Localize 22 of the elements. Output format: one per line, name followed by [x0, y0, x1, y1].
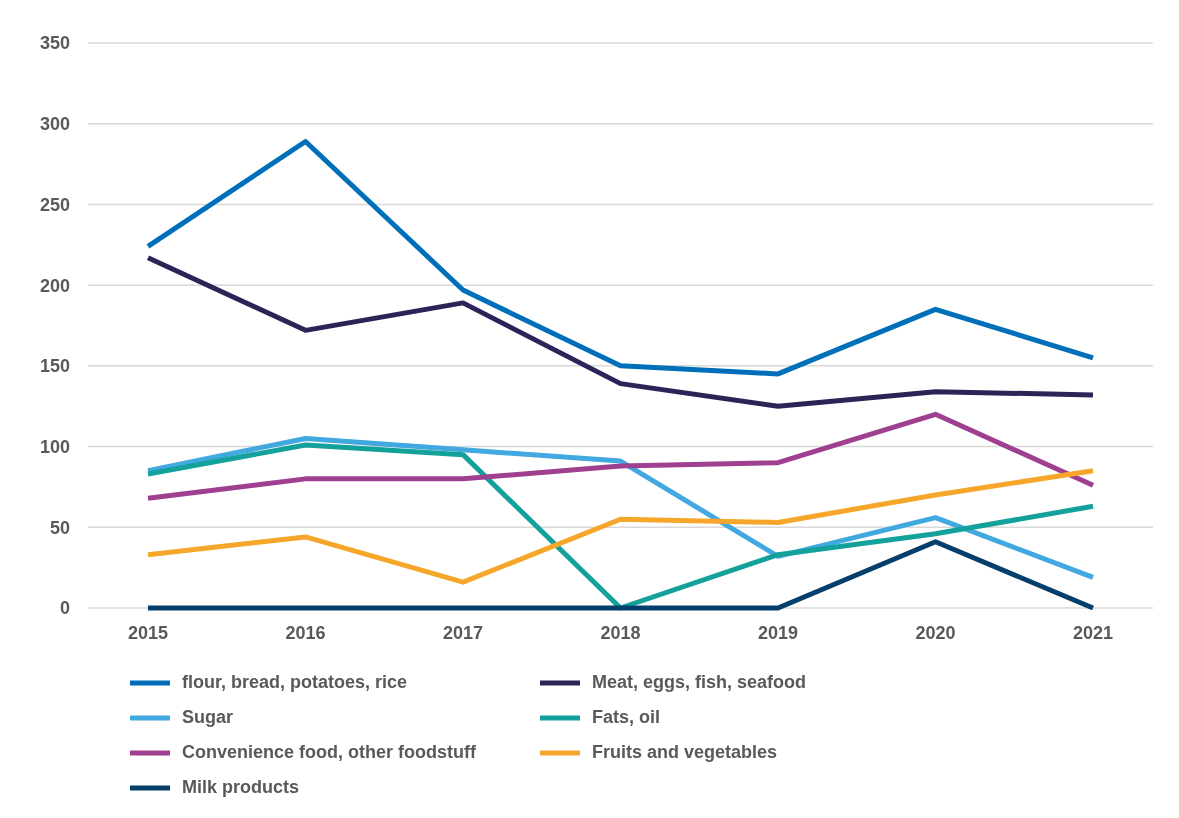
x-tick-label: 2021: [1072, 622, 1114, 643]
x-tick-label: 2016: [285, 622, 326, 643]
y-tick-label: 50: [49, 517, 70, 538]
legend-label: Convenience food, other foodstuff: [182, 742, 476, 763]
y-tick-label: 250: [39, 194, 70, 215]
legend-label: Meat, eggs, fish, seafood: [592, 672, 807, 693]
legend-label: Sugar: [182, 707, 234, 728]
legend-label: Fats, oil: [592, 707, 661, 728]
y-tick-label: 350: [39, 33, 70, 54]
y-tick-label: 0: [59, 598, 70, 619]
legend-label: flour, bread, potatoes, rice: [182, 672, 408, 693]
y-tick-label: 100: [39, 436, 70, 457]
y-tick-label: 150: [39, 356, 70, 377]
x-tick-label: 2018: [600, 622, 641, 643]
legend-label: Milk products: [182, 777, 300, 798]
y-tick-label: 300: [39, 114, 70, 135]
y-tick-label: 200: [39, 275, 70, 296]
x-tick-label: 2017: [442, 622, 484, 643]
x-tick-label: 2019: [757, 622, 799, 643]
x-tick-label: 2015: [127, 622, 169, 643]
x-tick-label: 2020: [915, 622, 956, 643]
legend-label: Fruits and vegetables: [592, 742, 778, 763]
